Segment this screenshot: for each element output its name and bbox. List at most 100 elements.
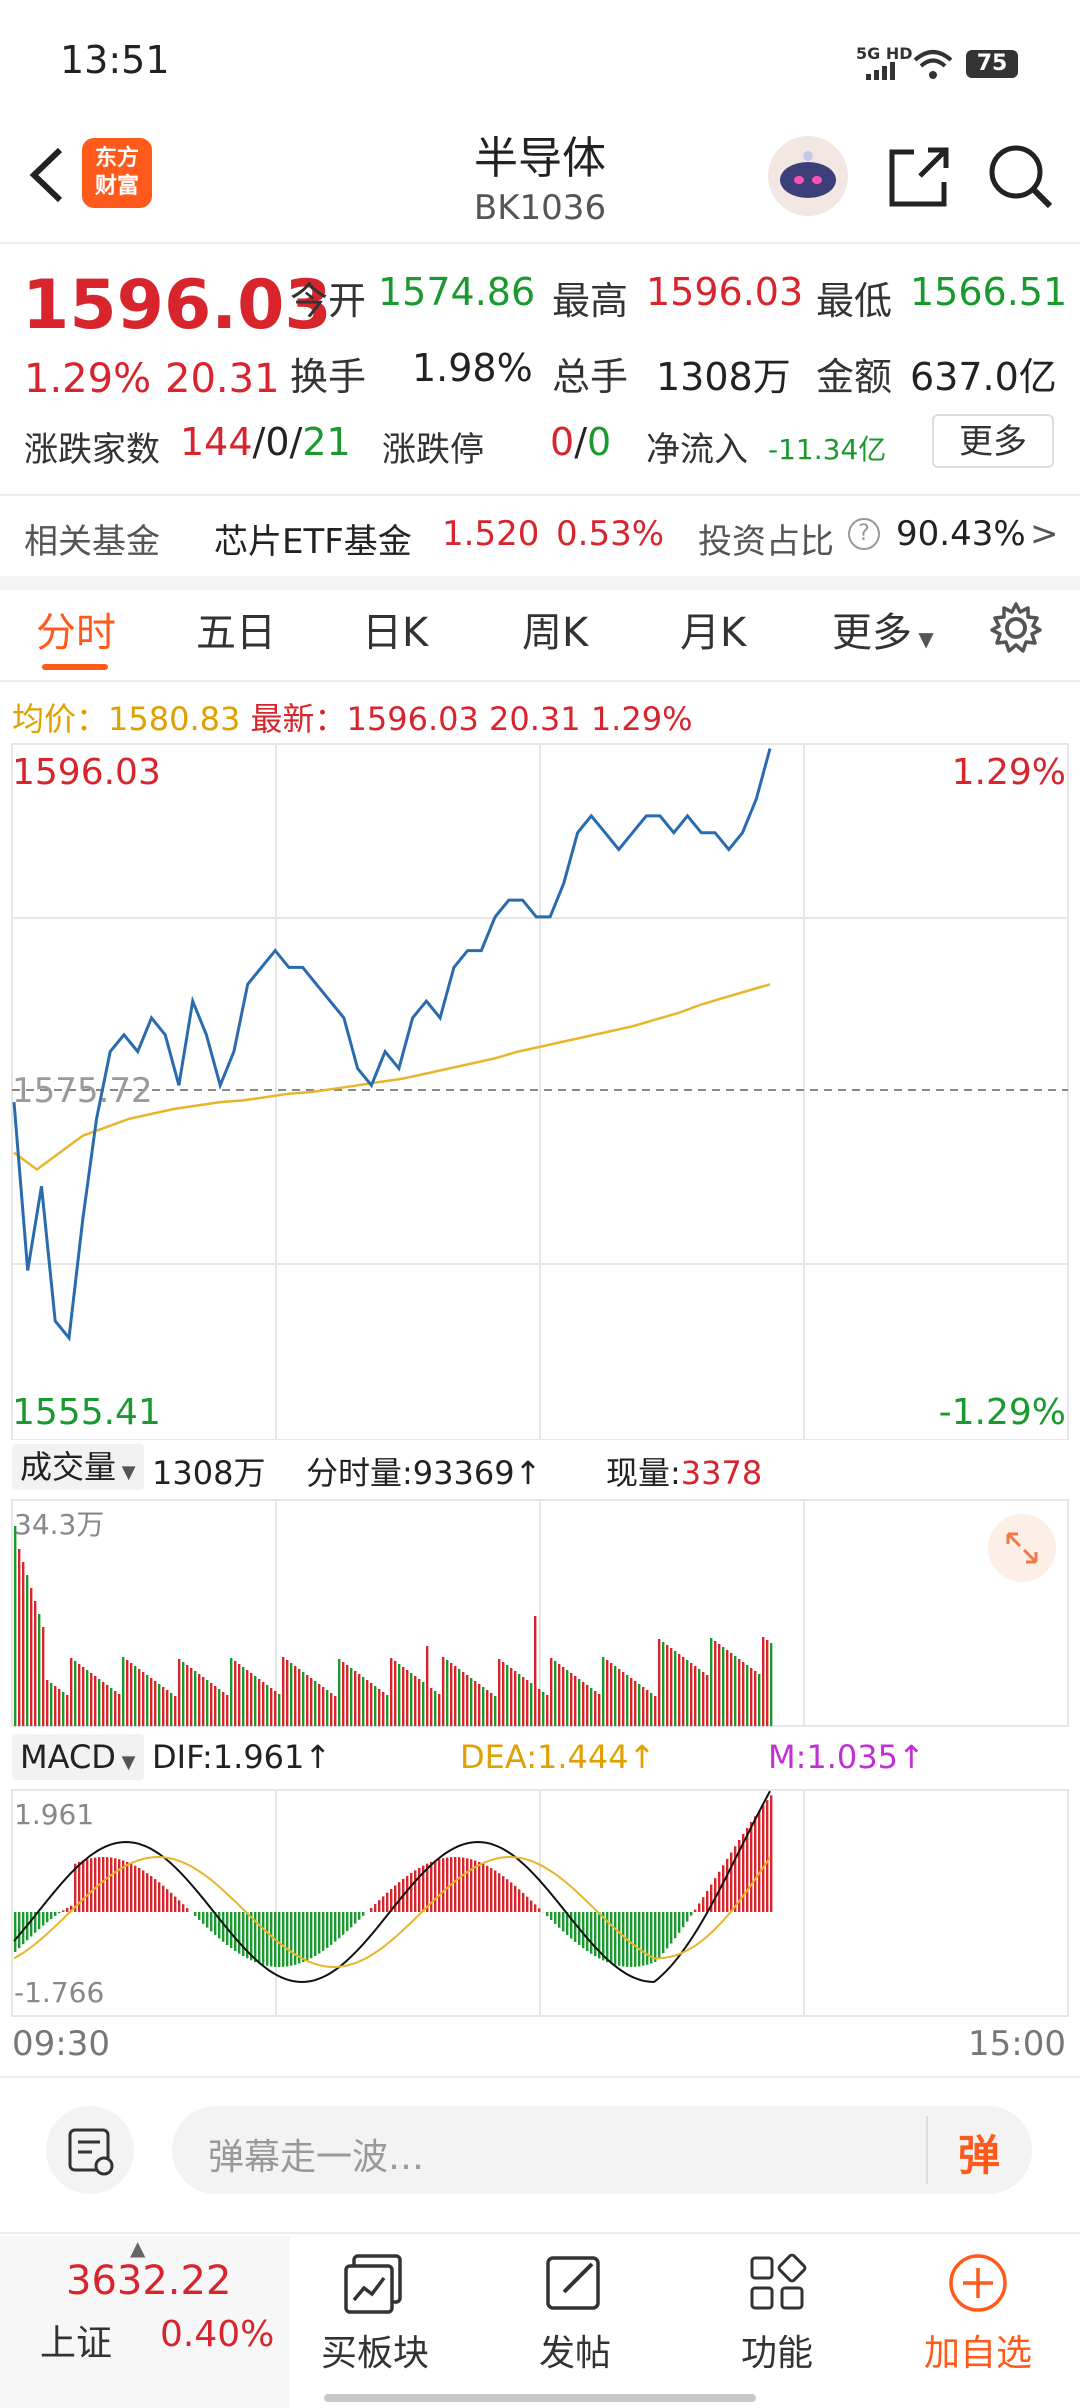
expand-icon[interactable] xyxy=(988,1514,1056,1582)
tab-five-day[interactable]: 五日 xyxy=(196,610,276,656)
tab-monthly-k[interactable]: 月K xyxy=(680,610,747,656)
macd-bar xyxy=(46,1912,49,1923)
macd-bar xyxy=(370,1907,373,1912)
nav-post[interactable]: 发帖 xyxy=(510,2236,640,2386)
volume-bar xyxy=(134,1666,137,1726)
tab-weekly-k[interactable]: 周K xyxy=(522,610,589,656)
intraday-chart[interactable]: 1596.03 1575.72 1555.41 1.29% -1.29% xyxy=(0,740,1080,1440)
macd-bar xyxy=(70,1905,73,1912)
macd-m-text: M:1.035 xyxy=(768,1738,898,1776)
turnover-label: 换手 xyxy=(290,355,367,399)
volume-bar xyxy=(590,1688,593,1726)
macd-bar xyxy=(466,1858,469,1912)
volume-bar xyxy=(38,1614,41,1726)
assistant-robot-icon[interactable] xyxy=(768,136,848,216)
macd-bar xyxy=(174,1896,177,1912)
macd-bar xyxy=(538,1908,541,1912)
volume-bar xyxy=(338,1659,341,1726)
volume-bar xyxy=(698,1669,701,1726)
add-circle-icon xyxy=(949,2254,1007,2312)
volume-bar xyxy=(238,1664,241,1726)
volume-bar xyxy=(30,1588,33,1726)
search-icon[interactable] xyxy=(986,142,1056,212)
volume-bar xyxy=(770,1643,773,1726)
macd-bar xyxy=(474,1860,477,1912)
nav-buy-sector[interactable]: 买板块 xyxy=(310,2236,440,2386)
macd-bar xyxy=(146,1873,149,1912)
volume-bar xyxy=(246,1670,249,1726)
danmu-input[interactable]: 弹幕走一波… 弹 xyxy=(172,2106,1032,2194)
danmu-toggle-icon[interactable]: 弹 xyxy=(958,2131,1001,2180)
volume-bar xyxy=(426,1646,429,1726)
volume-bar xyxy=(362,1677,365,1726)
macd-bar xyxy=(486,1865,489,1912)
inflow-label: 净流入 xyxy=(646,430,748,470)
macd-bar xyxy=(762,1805,765,1912)
macd-bar xyxy=(242,1912,245,1957)
volume-bar xyxy=(302,1672,305,1726)
fund-label: 相关基金 xyxy=(24,522,160,562)
volume-bar xyxy=(330,1693,333,1726)
volume-bar xyxy=(50,1683,53,1726)
price-change: 20.31 xyxy=(165,356,280,402)
volume-bar xyxy=(22,1562,25,1726)
back-icon[interactable] xyxy=(22,140,72,210)
volume-bar xyxy=(550,1658,553,1726)
volume-bar xyxy=(666,1645,669,1726)
volume-bar xyxy=(694,1666,697,1726)
volume-bar xyxy=(438,1694,441,1726)
macd-bar xyxy=(394,1885,397,1912)
volume-indicator-select[interactable]: 成交量 ▼ xyxy=(12,1444,144,1490)
macd-bar xyxy=(674,1912,677,1939)
volume-bar xyxy=(306,1675,309,1726)
help-icon[interactable]: ? xyxy=(848,518,880,550)
note-icon-button[interactable] xyxy=(46,2106,134,2194)
macd-bar xyxy=(506,1879,509,1912)
volume-bar xyxy=(754,1671,757,1726)
macd-bar xyxy=(198,1912,201,1920)
split-volume: 分时量:93369↑ xyxy=(306,1448,541,1494)
volume-bar xyxy=(234,1661,237,1726)
low-value: 1566.51 xyxy=(910,270,1068,314)
up-arrow-icon: ↑ xyxy=(514,1454,542,1492)
macd-indicator-select[interactable]: MACD ▼ xyxy=(12,1734,144,1780)
macd-bar xyxy=(154,1879,157,1912)
low-label: 最低 xyxy=(816,279,893,323)
macd-bar xyxy=(610,1912,613,1964)
volume-bar xyxy=(166,1690,169,1726)
volume-bar xyxy=(162,1687,165,1726)
macd-bar xyxy=(470,1859,473,1912)
volume-bar xyxy=(46,1680,49,1726)
macd-bar xyxy=(570,1912,573,1939)
index-widget[interactable]: ▲ 3632.22 上证 0.40% xyxy=(0,2236,290,2408)
macd-bar xyxy=(714,1878,717,1912)
limit-sep: / xyxy=(574,420,587,464)
tab-more[interactable]: 更多 ▼ xyxy=(832,600,934,658)
nav-add-watchlist[interactable]: 加自选 xyxy=(908,2236,1048,2386)
volume-bar xyxy=(482,1687,485,1726)
volume-bar xyxy=(454,1666,457,1726)
more-button[interactable]: 更多 xyxy=(932,414,1054,468)
volume-bar xyxy=(366,1680,369,1726)
fund-name[interactable]: 芯片ETF基金 xyxy=(214,522,412,562)
settings-gear-icon[interactable] xyxy=(988,600,1044,660)
macd-bar xyxy=(390,1889,393,1912)
volume-bar xyxy=(734,1656,737,1726)
macd-bar xyxy=(526,1896,529,1912)
macd-bar xyxy=(42,1912,45,1926)
battery-icon: 75 xyxy=(966,50,1018,78)
share-icon[interactable] xyxy=(884,142,954,212)
fund-arrow-icon[interactable]: > xyxy=(1030,514,1059,554)
macd-bar xyxy=(258,1912,261,1964)
volume-bar xyxy=(294,1666,297,1726)
volume-bar xyxy=(470,1678,473,1726)
macd-bar xyxy=(686,1912,689,1922)
tab-intraday[interactable]: 分时 xyxy=(36,610,116,656)
volume-bar xyxy=(498,1659,501,1726)
macd-bar xyxy=(262,1912,265,1965)
macd-bar xyxy=(90,1858,93,1912)
macd-bar xyxy=(122,1860,125,1912)
fund-price: 1.520 xyxy=(442,514,540,554)
nav-functions[interactable]: 功能 xyxy=(712,2236,842,2386)
tab-daily-k[interactable]: 日K xyxy=(362,610,429,656)
